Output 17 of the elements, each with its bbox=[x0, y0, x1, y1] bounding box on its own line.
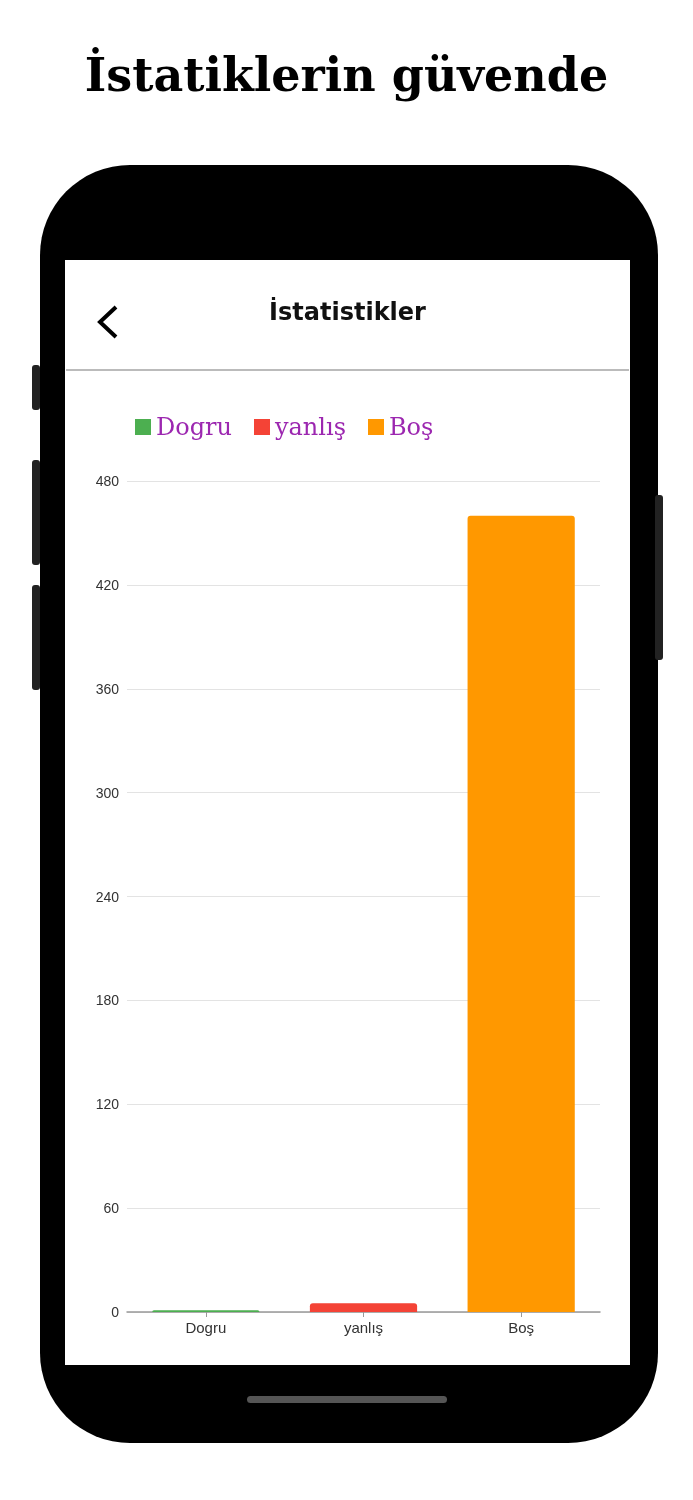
x-tick-label: Boş bbox=[508, 1319, 535, 1336]
legend-label: Dogru bbox=[156, 413, 232, 441]
y-tick-label: 0 bbox=[111, 1304, 120, 1320]
y-tick-label: 120 bbox=[95, 1096, 120, 1113]
y-tick-label: 240 bbox=[95, 888, 120, 905]
y-tick-label: 180 bbox=[95, 992, 120, 1009]
chart-subtitle: İstatistikler bbox=[268, 298, 427, 326]
y-tick-label: 300 bbox=[95, 784, 120, 801]
legend-label: Boş bbox=[388, 413, 434, 441]
legend-label: yanlış bbox=[273, 413, 346, 441]
y-tick-label: 60 bbox=[103, 1200, 120, 1217]
y-tick-label: 420 bbox=[95, 576, 120, 593]
x-tick-label: yanlış bbox=[343, 1319, 384, 1336]
y-tick-label: 480 bbox=[95, 473, 120, 489]
x-tick-label: Dogru bbox=[185, 1319, 227, 1336]
chart-title: İstatiklerin güvende bbox=[83, 48, 610, 102]
y-tick-label: 360 bbox=[95, 680, 120, 697]
